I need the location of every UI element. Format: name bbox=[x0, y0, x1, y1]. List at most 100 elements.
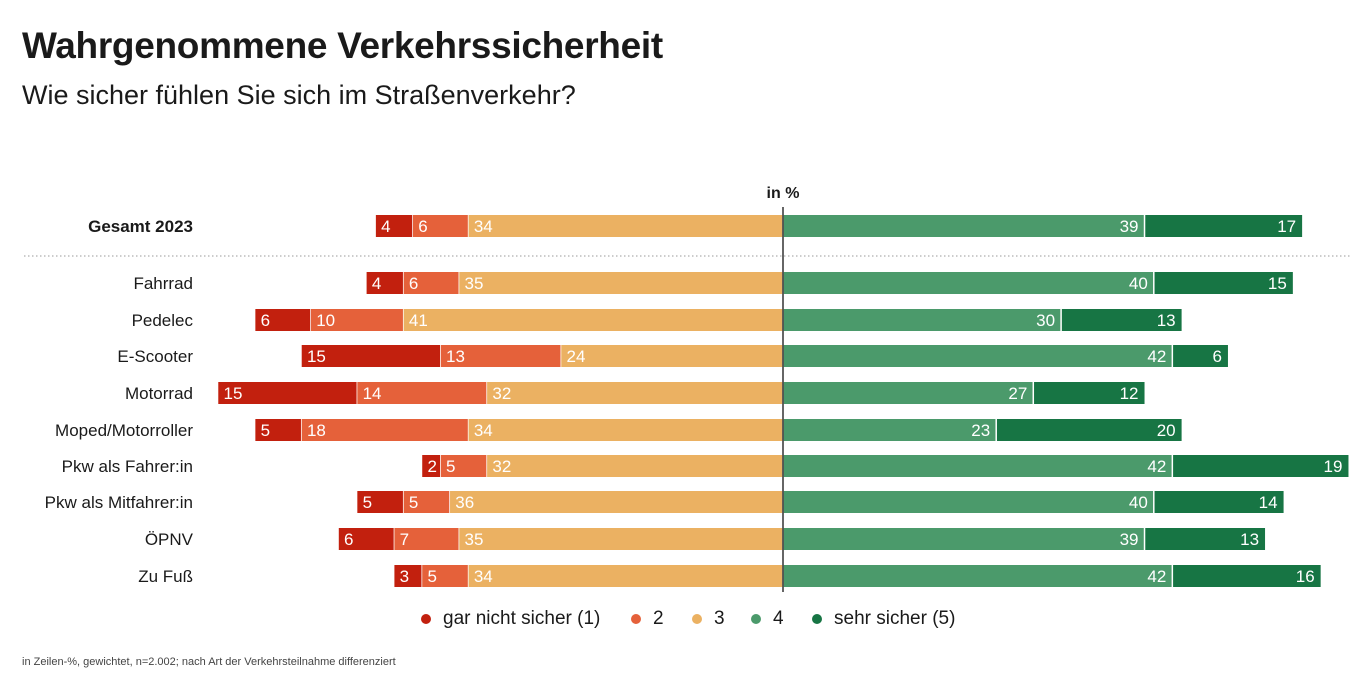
legend-label-1: gar nicht sicher (1) bbox=[443, 608, 601, 629]
legend-label-2: 2 bbox=[653, 608, 664, 629]
legend-swatch-5 bbox=[812, 614, 822, 624]
legend-swatch-2 bbox=[631, 614, 641, 624]
data-label-motorrad-2: 14 bbox=[363, 384, 382, 403]
data-label-moped-motorroller-sehr-sicher-5: 20 bbox=[1157, 421, 1176, 440]
data-label-fahrrad-gar-nicht-sicher-1: 4 bbox=[372, 274, 381, 293]
legend-item-4: 4 bbox=[751, 608, 784, 630]
data-label-pedelec-3: 41 bbox=[409, 311, 428, 330]
bar-gesamt-2023-4 bbox=[783, 215, 1145, 237]
bar-fahrrad-3 bbox=[458, 272, 783, 294]
data-label-pkw-als-mitfahrer-in-gar-nicht-sicher-1: 5 bbox=[363, 493, 372, 512]
bar-zu-fuss-gar-nicht-sicher-1 bbox=[393, 565, 422, 587]
bar-oepnv-gar-nicht-sicher-1 bbox=[338, 528, 394, 550]
data-label-motorrad-3: 32 bbox=[492, 384, 511, 403]
legend-swatch-3 bbox=[692, 614, 702, 624]
bar-pkw-als-mitfahrer-in-4 bbox=[783, 491, 1154, 513]
data-label-fahrrad-4: 40 bbox=[1129, 274, 1148, 293]
bar-gesamt-2023-sehr-sicher-5 bbox=[1144, 215, 1303, 237]
category-label-fahrrad: Fahrrad bbox=[133, 274, 193, 293]
legend-item-2: 2 bbox=[631, 608, 664, 630]
bar-pkw-als-fahrer-in-3 bbox=[486, 455, 783, 477]
bar-moped-motorroller-gar-nicht-sicher-1 bbox=[254, 419, 301, 441]
bar-fahrrad-sehr-sicher-5 bbox=[1153, 272, 1293, 294]
data-label-e-scooter-gar-nicht-sicher-1: 15 bbox=[307, 347, 326, 366]
bar-zu-fuss-4 bbox=[783, 565, 1173, 587]
legend-swatch-4 bbox=[751, 614, 761, 624]
bar-pedelec-4 bbox=[783, 309, 1062, 331]
data-label-gesamt-2023-sehr-sicher-5: 17 bbox=[1277, 217, 1296, 236]
bar-pedelec-sehr-sicher-5 bbox=[1061, 309, 1182, 331]
bar-zu-fuss-2 bbox=[421, 565, 468, 587]
bar-zu-fuss-sehr-sicher-5 bbox=[1172, 565, 1321, 587]
data-label-zu-fuss-2: 5 bbox=[427, 567, 436, 586]
data-label-gesamt-2023-2: 6 bbox=[418, 217, 427, 236]
bar-moped-motorroller-4 bbox=[783, 419, 997, 441]
bar-fahrrad-2 bbox=[402, 272, 459, 294]
legend-label-5: sehr sicher (5) bbox=[834, 608, 956, 629]
data-label-e-scooter-2: 13 bbox=[446, 347, 465, 366]
bar-oepnv-2 bbox=[393, 528, 459, 550]
data-label-gesamt-2023-3: 34 bbox=[474, 217, 493, 236]
category-label-moped-motorroller: Moped/Motorroller bbox=[55, 421, 193, 440]
bar-e-scooter-3 bbox=[560, 345, 783, 367]
bar-gesamt-2023-2 bbox=[412, 215, 468, 237]
data-label-e-scooter-3: 24 bbox=[567, 347, 586, 366]
data-label-pkw-als-fahrer-in-gar-nicht-sicher-1: 2 bbox=[427, 457, 436, 476]
category-label-motorrad: Motorrad bbox=[125, 384, 193, 403]
bar-pkw-als-mitfahrer-in-gar-nicht-sicher-1 bbox=[356, 491, 403, 513]
data-label-pedelec-4: 30 bbox=[1036, 311, 1055, 330]
data-label-oepnv-3: 35 bbox=[465, 530, 484, 549]
data-label-pkw-als-mitfahrer-in-4: 40 bbox=[1129, 493, 1148, 512]
data-label-e-scooter-4: 42 bbox=[1147, 347, 1166, 366]
bar-e-scooter-sehr-sicher-5 bbox=[1172, 345, 1228, 367]
bar-pkw-als-mitfahrer-in-3 bbox=[449, 491, 783, 513]
unit-label: in % bbox=[766, 185, 800, 202]
bar-pkw-als-mitfahrer-in-sehr-sicher-5 bbox=[1153, 491, 1284, 513]
data-label-moped-motorroller-gar-nicht-sicher-1: 5 bbox=[261, 421, 270, 440]
bar-pkw-als-fahrer-in-sehr-sicher-5 bbox=[1172, 455, 1349, 477]
data-label-fahrrad-sehr-sicher-5: 15 bbox=[1268, 274, 1287, 293]
data-label-motorrad-gar-nicht-sicher-1: 15 bbox=[224, 384, 243, 403]
bar-fahrrad-gar-nicht-sicher-1 bbox=[365, 272, 403, 294]
bar-fahrrad-4 bbox=[783, 272, 1154, 294]
bar-oepnv-3 bbox=[458, 528, 783, 550]
data-label-moped-motorroller-3: 34 bbox=[474, 421, 493, 440]
category-label-pkw-als-fahrer-in: Pkw als Fahrer:in bbox=[62, 457, 193, 476]
data-label-fahrrad-2: 6 bbox=[409, 274, 418, 293]
data-label-moped-motorroller-2: 18 bbox=[307, 421, 326, 440]
data-label-oepnv-2: 7 bbox=[400, 530, 409, 549]
data-label-pkw-als-mitfahrer-in-sehr-sicher-5: 14 bbox=[1259, 493, 1278, 512]
bar-pkw-als-fahrer-in-2 bbox=[440, 455, 487, 477]
bar-gesamt-2023-gar-nicht-sicher-1 bbox=[375, 215, 413, 237]
bar-motorrad-2 bbox=[356, 382, 487, 404]
legend-item-1: gar nicht sicher (1) bbox=[421, 608, 600, 630]
data-label-pkw-als-mitfahrer-in-2: 5 bbox=[409, 493, 418, 512]
chart-title: Wahrgenommene Verkehrssicherheit bbox=[22, 25, 663, 66]
data-label-zu-fuss-3: 34 bbox=[474, 567, 493, 586]
legend-label-4: 4 bbox=[773, 608, 784, 629]
bar-oepnv-4 bbox=[783, 528, 1145, 550]
bar-motorrad-3 bbox=[486, 382, 783, 404]
data-label-pkw-als-fahrer-in-2: 5 bbox=[446, 457, 455, 476]
bar-pkw-als-mitfahrer-in-2 bbox=[402, 491, 450, 513]
legend-swatch-1 bbox=[421, 614, 431, 624]
data-label-zu-fuss-sehr-sicher-5: 16 bbox=[1296, 567, 1315, 586]
data-label-zu-fuss-gar-nicht-sicher-1: 3 bbox=[400, 567, 409, 586]
bar-motorrad-sehr-sicher-5 bbox=[1033, 382, 1145, 404]
bar-moped-motorroller-sehr-sicher-5 bbox=[996, 419, 1182, 441]
category-label-e-scooter: E-Scooter bbox=[117, 347, 193, 366]
chart-legend: gar nicht sicher (1) 2 3 4 sehr sicher (… bbox=[0, 608, 1366, 636]
bar-gesamt-2023-3 bbox=[467, 215, 783, 237]
legend-label-3: 3 bbox=[714, 608, 725, 629]
data-label-fahrrad-3: 35 bbox=[465, 274, 484, 293]
data-label-pedelec-sehr-sicher-5: 13 bbox=[1157, 311, 1176, 330]
bar-e-scooter-gar-nicht-sicher-1 bbox=[300, 345, 441, 367]
data-label-pedelec-2: 10 bbox=[316, 311, 335, 330]
data-label-oepnv-sehr-sicher-5: 13 bbox=[1240, 530, 1259, 549]
data-label-oepnv-gar-nicht-sicher-1: 6 bbox=[344, 530, 353, 549]
category-label-pkw-als-mitfahrer-in: Pkw als Mitfahrer:in bbox=[45, 493, 193, 512]
category-label-gesamt-2023: Gesamt 2023 bbox=[88, 217, 193, 236]
data-label-pkw-als-fahrer-in-4: 42 bbox=[1147, 457, 1166, 476]
bar-e-scooter-2 bbox=[440, 345, 561, 367]
